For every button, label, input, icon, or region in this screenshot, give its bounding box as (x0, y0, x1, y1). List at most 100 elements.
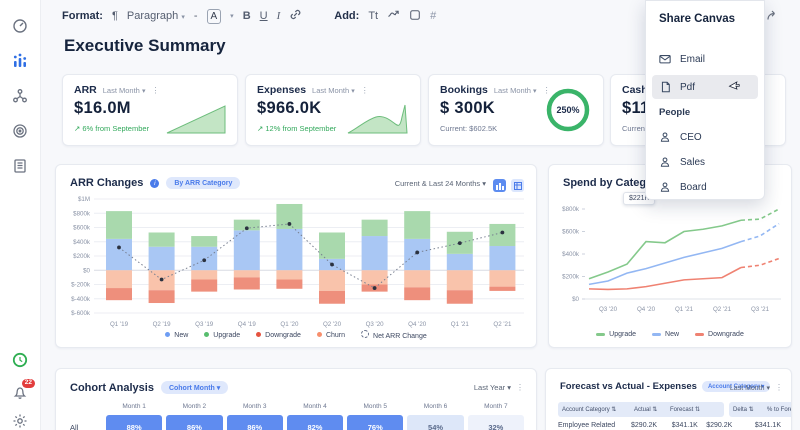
kpi-card-bookings[interactable]: Bookings Last Month ▾ ⋮ $ 300K Current: … (428, 74, 604, 146)
italic-button[interactable]: I (276, 10, 281, 22)
panel-title: ARR Changes (70, 177, 144, 189)
legend-item[interactable]: Upgrade (596, 331, 636, 338)
info-icon[interactable]: i (150, 178, 160, 188)
forecast-panel: Forecast vs Actual - Expenses Account Ca… (545, 368, 792, 430)
link-icon[interactable] (289, 8, 302, 24)
add-card-button[interactable] (409, 9, 421, 24)
card-delta: ↗ 6% from September (74, 124, 150, 133)
menu-item-label: Sales (680, 156, 706, 168)
share-canvas-icon[interactable] (766, 8, 780, 22)
forecast-column-header[interactable]: Account Category ⇅ (562, 407, 617, 413)
cohort-month-pill[interactable]: Cohort Month ▾ (160, 381, 229, 394)
underline-button[interactable]: U (259, 10, 268, 22)
triangle-sparkline (166, 105, 226, 134)
card-title: Bookings (440, 84, 488, 96)
cohort-cell[interactable]: 82% (286, 415, 344, 430)
forecast-column-header[interactable]: Forecast ⇅ (670, 407, 701, 413)
forecast-column-header[interactable]: Delta ⇅ (733, 407, 754, 413)
cohort-cell[interactable]: 76% (347, 415, 404, 430)
svg-text:Q1 '20: Q1 '20 (280, 321, 299, 328)
menu-item-label: Board (680, 181, 707, 193)
menu-item-pdf[interactable]: Pdf (652, 75, 758, 99)
svg-text:$400k: $400k (562, 251, 580, 258)
svg-text:$-400k: $-400k (71, 296, 91, 303)
panel-title: Forecast vs Actual - Expenses (560, 381, 697, 392)
kebab-menu-icon[interactable]: ⋮ (542, 85, 551, 95)
period-select[interactable]: Last Month ▾ (102, 85, 146, 95)
table-view-button[interactable] (511, 179, 524, 192)
share-network-icon[interactable] (12, 88, 28, 104)
legend-item[interactable]: Downgrade (256, 331, 301, 339)
forecast-table: Account Category ⇅ Actual ⇅ Forecast ⇅ Delt… (558, 402, 791, 429)
cohort-column-header: Month 7 (484, 403, 508, 410)
bold-button[interactable]: B (242, 10, 251, 22)
cohort-cell[interactable]: 88% (106, 415, 163, 430)
svg-text:Q1 '21: Q1 '21 (451, 321, 470, 328)
svg-text:$-600k: $-600k (71, 310, 91, 317)
svg-text:$0: $0 (83, 267, 90, 274)
svg-text:$800k: $800k (73, 210, 91, 217)
legend-item[interactable]: Churn (316, 331, 345, 339)
gauge-icon[interactable] (12, 18, 28, 34)
menu-item-sales[interactable]: Sales (652, 150, 758, 174)
forecast-column-header[interactable]: Actual ⇅ (634, 407, 658, 413)
legend-item[interactable]: Downgrade (695, 331, 744, 338)
forecast-column-header[interactable]: % to Forecast ⇅ (767, 407, 792, 413)
legend-item[interactable]: New (652, 331, 679, 338)
add-text-button[interactable]: Tt (368, 10, 379, 22)
paragraph-mark-icon[interactable]: ¶ (111, 10, 118, 22)
cohort-header-row: Month 1 Month 2 Month 3 Month 4 Month 5 Month… (106, 403, 524, 410)
svg-text:Q3 '20: Q3 '20 (366, 321, 385, 328)
range-select[interactable]: Last Year ▾ ⋮ (473, 383, 524, 392)
menu-item-board[interactable]: Board (652, 175, 758, 199)
card-sub: Current: $602.5K (440, 124, 498, 133)
add-label: Add: (334, 10, 360, 22)
gear-icon[interactable] (12, 413, 28, 429)
font-color-button[interactable]: A (206, 8, 222, 24)
add-table-button[interactable]: # (430, 10, 437, 22)
period-select[interactable]: Last Month ▾ (312, 85, 355, 95)
account-category-pill[interactable]: Account Category ▾ (701, 381, 771, 392)
range-select[interactable]: Last Month ▾ ⋮ (729, 383, 783, 392)
cohort-cell[interactable]: 86% (166, 415, 223, 430)
kpi-card-arr[interactable]: ARR Last Month ▾ ⋮ $16.0M ↗ 6% from Sept… (62, 74, 238, 146)
kebab-menu-icon: ⋮ (775, 383, 783, 392)
cohort-panel: Cohort Analysis Cohort Month ▾ Last Year… (55, 368, 537, 430)
charts-icon[interactable] (12, 53, 28, 69)
svg-text:$800k: $800k (562, 206, 580, 213)
arr-category-pill[interactable]: By ARR Category (166, 177, 241, 189)
goal-donut (546, 88, 590, 132)
clock-icon[interactable] (12, 352, 28, 368)
cohort-column-header: Month 6 (423, 403, 448, 410)
chevron-down-icon[interactable]: ▾ (230, 13, 234, 20)
chevron-down-icon: ▾ (181, 14, 185, 21)
menu-item-label: Email (680, 53, 706, 65)
kpi-card-expenses[interactable]: Expenses Last Month ▾ ⋮ $966.0K ↗ 12% fr… (245, 74, 421, 146)
range-select[interactable]: Current & Last 24 Months ▾ (394, 179, 486, 188)
cohort-cell[interactable]: 32% (467, 415, 524, 430)
svg-text:$0: $0 (572, 296, 579, 303)
period-select[interactable]: Last Month ▾ (493, 85, 537, 95)
bell-icon[interactable]: 22 (12, 379, 35, 400)
legend-item[interactable]: New (165, 331, 188, 339)
legend-item[interactable]: Net ARR Change (361, 330, 427, 340)
cohort-cell[interactable]: 54% (407, 415, 464, 430)
format-label: Format: (62, 10, 103, 22)
kebab-menu-icon[interactable]: ⋮ (360, 85, 369, 95)
add-chart-button[interactable] (387, 8, 400, 24)
cohort-cell[interactable]: 86% (226, 415, 283, 430)
svg-text:Q3 '21: Q3 '21 (751, 306, 770, 313)
target-icon[interactable] (12, 123, 28, 139)
paragraph-select[interactable]: Paragraph ▾ (126, 10, 185, 22)
envelope-icon (659, 55, 671, 64)
cohort-table: Month 1 Month 2 Month 3 Month 4 Month 5 Month… (70, 403, 524, 430)
legend-item[interactable]: Upgrade (204, 331, 240, 339)
bar-view-button[interactable] (493, 179, 506, 192)
menu-item-email[interactable]: Email (652, 47, 758, 71)
kebab-menu-icon[interactable]: ⋮ (151, 85, 160, 95)
document-icon[interactable] (12, 158, 28, 174)
menu-item-ceo[interactable]: CEO (652, 125, 758, 149)
cohort-column-header: Month 1 (122, 403, 146, 410)
toolbar-dash: - (193, 10, 198, 22)
